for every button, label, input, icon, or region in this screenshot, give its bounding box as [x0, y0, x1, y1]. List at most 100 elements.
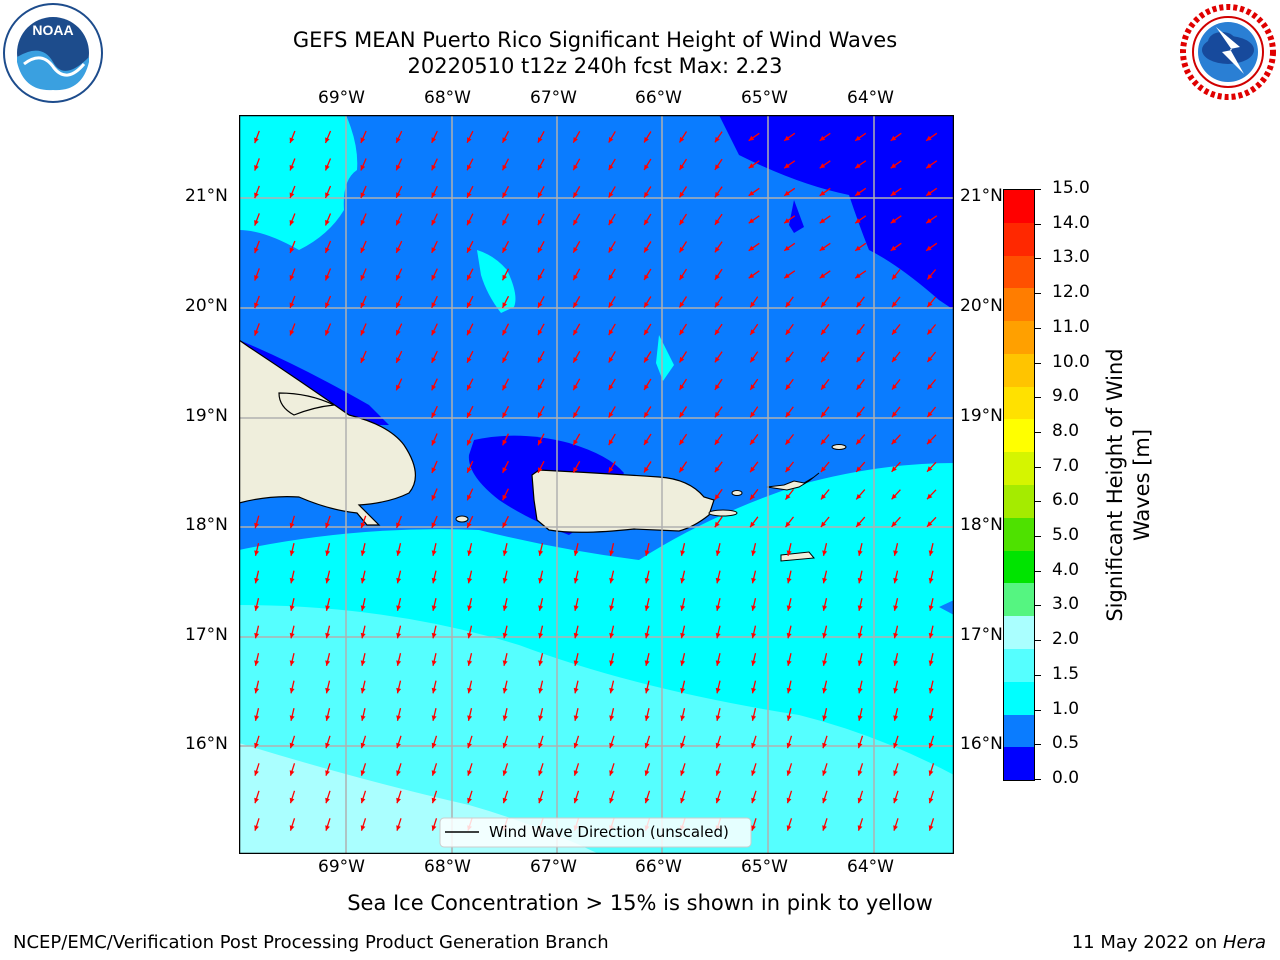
wind-arrow	[572, 240, 581, 254]
wind-arrow	[643, 213, 652, 226]
wind-arrow	[643, 186, 652, 198]
wind-arrow	[643, 131, 652, 143]
lat-label-right: 19°N	[960, 406, 1003, 426]
wind-arrow	[608, 241, 616, 253]
wind-arrow	[680, 763, 686, 776]
wind-arrow	[360, 515, 367, 529]
wind-arrow	[467, 790, 473, 804]
wind-arrow	[785, 378, 794, 391]
wind-arrow	[360, 570, 366, 584]
land-vieques	[708, 509, 738, 517]
wind-arrow	[786, 570, 792, 584]
wind-arrow	[431, 598, 437, 611]
wind-arrow	[431, 378, 438, 391]
colorbar-tick-label: 12.0	[1052, 282, 1090, 303]
wind-arrow	[572, 350, 581, 364]
wind-arrow	[715, 735, 722, 749]
wind-arrow	[254, 570, 260, 584]
wind-arrow	[396, 680, 402, 694]
wind-arrow	[502, 488, 509, 501]
wind-arrow	[680, 598, 686, 611]
wind-arrow	[537, 405, 545, 419]
wind-arrow	[928, 735, 935, 749]
wind-arrow	[643, 461, 652, 473]
wind-arrow	[538, 625, 544, 639]
wind-arrow	[926, 489, 937, 500]
colorbar-tick-label: 0.5	[1052, 733, 1080, 754]
wind-arrow	[502, 625, 508, 639]
wind-arrow	[289, 185, 296, 199]
wind-arrow	[820, 323, 830, 336]
wind-arrow	[643, 406, 652, 418]
wind-arrow	[609, 735, 615, 749]
wind-arrow	[289, 625, 295, 639]
wind-arrow	[431, 543, 437, 556]
wind-arrow	[715, 625, 721, 639]
wind-arrow	[325, 818, 331, 831]
wind-arrow	[254, 240, 260, 254]
wind-arrow	[714, 378, 723, 391]
wind-arrow	[289, 653, 295, 666]
colorbar-tick-mark	[1034, 674, 1041, 676]
wind-arrow	[572, 213, 581, 226]
wind-arrow	[537, 323, 545, 336]
wind-arrow	[643, 323, 652, 336]
wind-arrow	[467, 653, 473, 666]
lon-label-top: 64°W	[847, 88, 894, 108]
wind-arrow	[609, 653, 615, 666]
lon-label-top: 66°W	[635, 88, 682, 108]
wind-arrow	[748, 215, 760, 224]
colorbar-tick-mark	[1034, 466, 1041, 468]
colorbar-segment	[1004, 190, 1034, 223]
colorbar-segment	[1004, 616, 1034, 649]
wind-arrow	[396, 570, 402, 584]
wind-arrow	[678, 268, 688, 281]
wind-arrow	[395, 240, 403, 254]
colorbar-tick-label: 9.0	[1052, 386, 1080, 407]
wind-arrow	[360, 543, 366, 556]
colorbar-label-line1: Significant Height of Wind	[1103, 348, 1127, 622]
wind-arrow	[395, 130, 403, 144]
wind-arrow	[572, 158, 581, 171]
wind-arrow	[751, 708, 757, 721]
wind-arrow	[431, 350, 438, 364]
wind-arrow	[466, 185, 474, 199]
wind-arrow	[502, 543, 508, 556]
wind-arrow	[893, 653, 899, 666]
wind-arrow	[855, 434, 866, 445]
lon-label-bottom: 64°W	[847, 857, 894, 877]
wind-arrow	[857, 570, 863, 584]
wind-arrow	[893, 818, 899, 831]
wind-arrow	[254, 735, 260, 749]
colorbar	[1003, 189, 1035, 781]
wind-arrow	[466, 515, 474, 529]
wave-contour-edge-spot	[939, 600, 954, 615]
wind-arrow	[785, 406, 794, 418]
colorbar-tick-label: 15.0	[1052, 178, 1090, 198]
wind-arrow	[572, 185, 581, 199]
wind-arrow	[360, 350, 367, 364]
colorbar-tick-mark	[1034, 605, 1041, 607]
wind-arrow	[715, 680, 721, 694]
wind-arrow	[751, 680, 757, 694]
wind-arrow	[537, 460, 545, 474]
lat-label-right: 21°N	[960, 186, 1003, 206]
wind-arrow	[466, 240, 474, 254]
wind-arrow	[325, 708, 331, 721]
colorbar-segment	[1004, 747, 1034, 781]
wind-arrow	[644, 543, 650, 556]
wind-arrow	[822, 598, 828, 611]
wind-arrow	[855, 516, 866, 528]
colorbar-segment	[1004, 288, 1034, 322]
wind-arrow	[680, 680, 686, 694]
wind-arrow	[784, 488, 795, 501]
lat-label-right: 16°N	[960, 734, 1003, 754]
wind-arrow	[714, 131, 723, 143]
colorbar-tick-mark	[1034, 431, 1041, 433]
wind-arrow	[714, 241, 723, 253]
footer-date: 11 May 2022 on	[1071, 932, 1223, 953]
wind-arrow	[466, 405, 474, 419]
wind-arrow	[502, 763, 509, 776]
wind-arrow	[502, 515, 509, 529]
wind-arrow	[786, 735, 793, 749]
